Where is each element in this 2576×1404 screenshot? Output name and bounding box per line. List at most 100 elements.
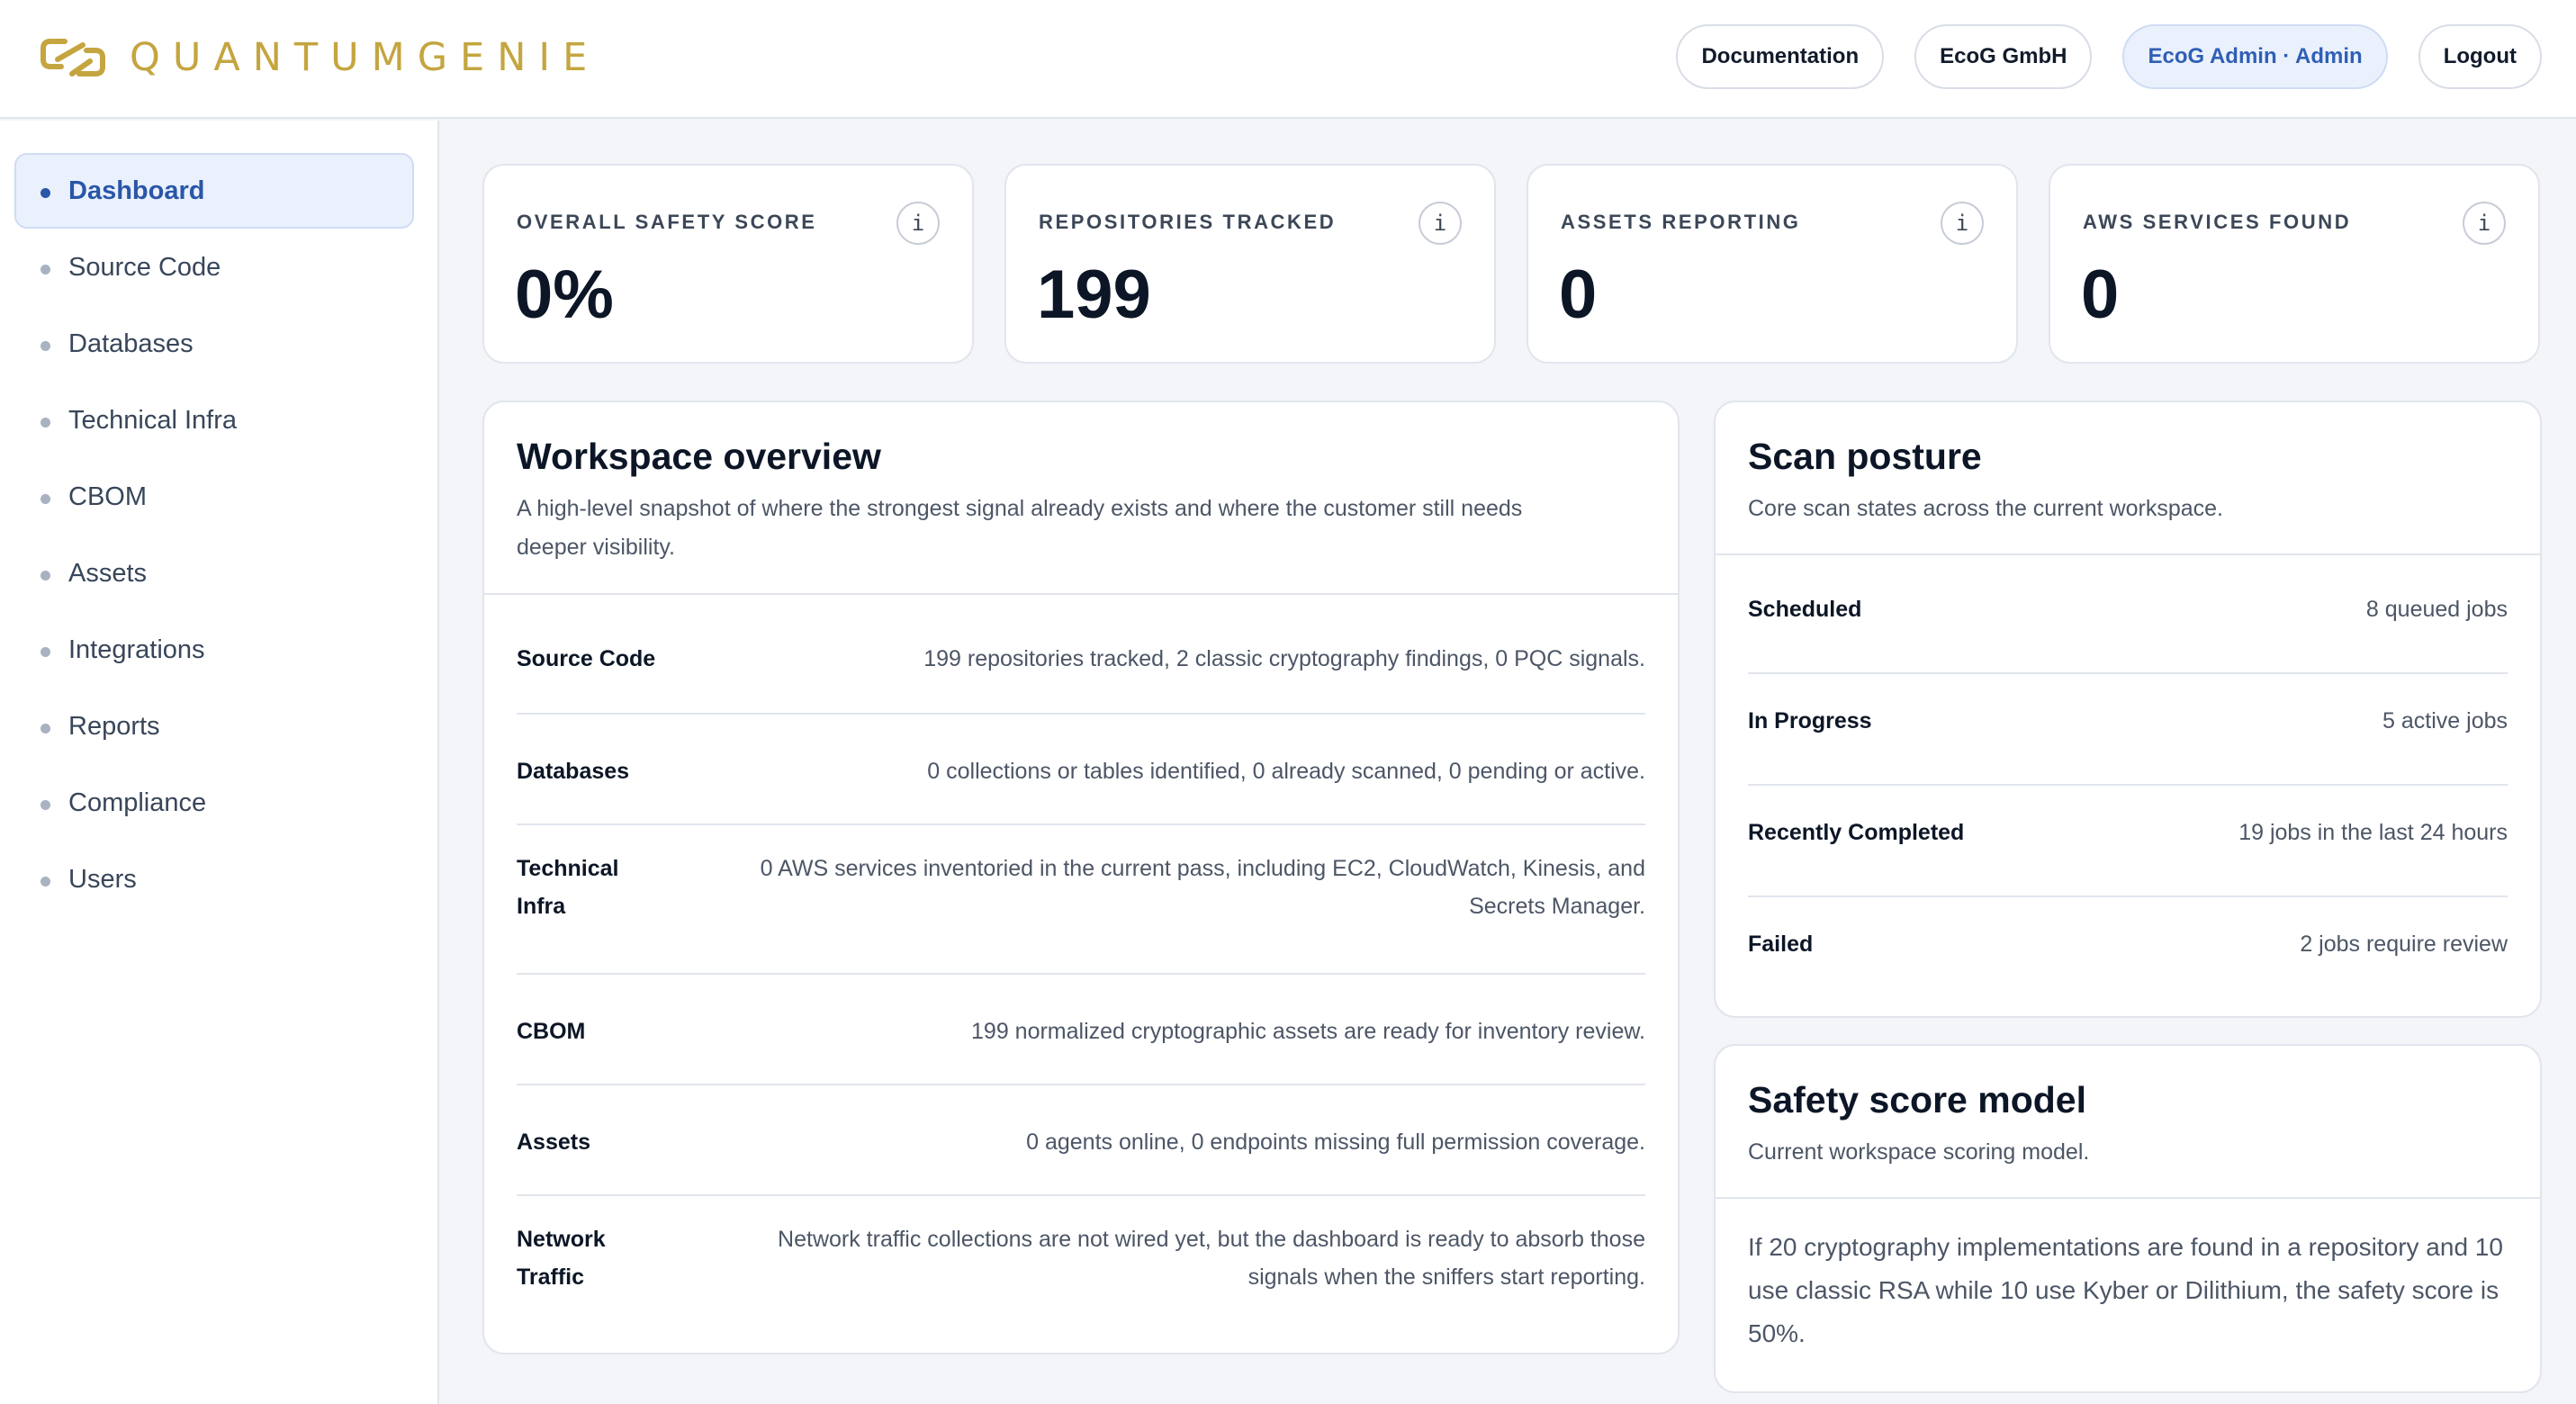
row-value: 5 active jobs	[2382, 708, 2508, 734]
divider	[517, 1084, 1645, 1085]
bullet-icon	[41, 188, 50, 198]
bullet-icon	[41, 724, 50, 734]
stat-value: 0	[1559, 256, 1598, 333]
sidebar-item-label: Assets	[68, 558, 148, 588]
panel-title: Scan posture	[1748, 436, 1982, 477]
scan-posture-panel: Scan posture Core scan states across the…	[1714, 400, 2542, 1018]
panel-subtitle: Core scan states across the current work…	[1748, 496, 2224, 522]
bullet-icon	[41, 265, 50, 274]
stat-card-repositories: REPOSITORIES TRACKED 199 i	[1004, 164, 1496, 364]
sidebar-item-label: Dashboard	[68, 176, 205, 205]
stat-card-aws-services: AWS SERVICES FOUND 0 i	[2049, 164, 2540, 364]
divider	[517, 1194, 1645, 1196]
scoring-model-description: If 20 cryptography implementations are f…	[1748, 1233, 2503, 1347]
documentation-button[interactable]: Documentation	[1676, 24, 1885, 89]
stat-card-safety-score: OVERALL SAFETY SCORE 0% i	[482, 164, 974, 364]
divider	[517, 973, 1645, 975]
bullet-icon	[41, 494, 50, 504]
sidebar: Dashboard Source Code Databases Technica…	[0, 121, 439, 1404]
sidebar-item-label: Databases	[68, 328, 194, 358]
stat-value: 0%	[515, 256, 614, 333]
row-value: 2 jobs require review	[2300, 932, 2508, 957]
row-value: 199 repositories tracked, 2 classic cryp…	[923, 646, 1645, 671]
stat-label: AWS SERVICES FOUND	[2083, 211, 2352, 233]
panel-subtitle: A high-level snapshot of where the stron…	[517, 496, 1523, 561]
row-label: Network Traffic	[517, 1227, 606, 1290]
sidebar-item-label: Integrations	[68, 634, 205, 664]
bullet-icon	[41, 418, 50, 428]
table-row: Databases 0 collections or tables identi…	[517, 740, 1645, 803]
stat-value: 199	[1037, 256, 1151, 333]
table-row: Scheduled 8 queued jobs	[1748, 582, 2508, 636]
bullet-icon	[41, 647, 50, 657]
row-value: 0 agents online, 0 endpoints missing ful…	[1026, 1130, 1645, 1155]
sidebar-item-compliance[interactable]: Compliance	[14, 765, 414, 841]
panel-title: Workspace overview	[517, 436, 881, 477]
sidebar-item-label: Users	[68, 864, 137, 894]
row-value: 8 queued jobs	[2365, 597, 2508, 622]
row-label: In Progress	[1748, 708, 1872, 734]
row-label: Scheduled	[1748, 597, 1862, 622]
panel-subtitle: Current workspace scoring model.	[1748, 1139, 2090, 1166]
sidebar-item-technical-infra[interactable]: Technical Infra	[14, 382, 414, 458]
row-label: Databases	[517, 759, 630, 784]
info-icon[interactable]: i	[1941, 202, 1984, 245]
safety-score-model-panel: Safety score model Current workspace sco…	[1714, 1044, 2542, 1393]
row-value: 0 AWS services inventoried in the curren…	[760, 856, 1645, 919]
row-value: 0 collections or tables identified, 0 al…	[927, 759, 1645, 784]
sidebar-item-users[interactable]: Users	[14, 842, 414, 917]
logout-button[interactable]: Logout	[2418, 24, 2542, 89]
info-icon[interactable]: i	[896, 202, 940, 245]
row-label: Source Code	[517, 646, 656, 671]
table-row: CBOM 199 normalized cryptographic assets…	[517, 1000, 1645, 1063]
table-row: Failed 2 jobs require review	[1748, 917, 2508, 971]
divider	[1748, 672, 2508, 674]
row-label: Recently Completed	[1748, 820, 1965, 845]
divider	[1748, 784, 2508, 786]
row-label: Failed	[1748, 932, 1814, 957]
row-label: Technical Infra	[517, 856, 619, 919]
sidebar-item-databases[interactable]: Databases	[14, 306, 414, 382]
row-label: CBOM	[517, 1019, 586, 1044]
sidebar-item-cbom[interactable]: CBOM	[14, 459, 414, 535]
sidebar-item-dashboard[interactable]: Dashboard	[14, 153, 414, 229]
bullet-icon	[41, 800, 50, 810]
sidebar-item-assets[interactable]: Assets	[14, 536, 414, 611]
sidebar-item-label: Compliance	[68, 788, 207, 817]
sidebar-item-source-code[interactable]: Source Code	[14, 230, 414, 305]
table-row: In Progress 5 active jobs	[1748, 694, 2508, 748]
row-label: Assets	[517, 1130, 590, 1155]
sidebar-item-label: CBOM	[68, 482, 147, 511]
brand-name: QUANTUMGENIE	[130, 35, 600, 80]
divider	[1748, 896, 2508, 897]
panel-title: Safety score model	[1748, 1079, 2086, 1120]
sidebar-item-integrations[interactable]: Integrations	[14, 612, 414, 688]
header-actions: Documentation EcoG GmbH EcoG Admin · Adm…	[1676, 24, 2542, 89]
info-icon[interactable]: i	[1419, 202, 1462, 245]
divider	[517, 824, 1645, 825]
divider	[1716, 1197, 2540, 1199]
brand-logo[interactable]: QUANTUMGENIE	[38, 31, 599, 85]
top-header: QUANTUMGENIE Documentation EcoG GmbH Eco…	[0, 0, 2576, 119]
row-value: Network traffic collections are not wire…	[778, 1227, 1645, 1290]
sidebar-item-reports[interactable]: Reports	[14, 688, 414, 764]
workspace-overview-panel: Workspace overview A high-level snapshot…	[482, 400, 1680, 1354]
user-account-button[interactable]: EcoG Admin · Admin	[2122, 24, 2388, 89]
table-row: Recently Completed 19 jobs in the last 2…	[1748, 806, 2508, 860]
sidebar-item-label: Source Code	[68, 252, 221, 282]
bullet-icon	[41, 341, 50, 351]
table-row: Source Code 199 repositories tracked, 2 …	[517, 627, 1645, 690]
row-value: 199 normalized cryptographic assets are …	[971, 1019, 1645, 1044]
stat-card-assets-reporting: ASSETS REPORTING 0 i	[1527, 164, 2018, 364]
sidebar-nav: Dashboard Source Code Databases Technica…	[0, 121, 437, 917]
table-row: Network Traffic Network traffic collecti…	[517, 1218, 1645, 1299]
stat-value: 0	[2081, 256, 2120, 333]
info-icon[interactable]: i	[2463, 202, 2506, 245]
row-value: 19 jobs in the last 24 hours	[2238, 820, 2508, 845]
bullet-icon	[41, 571, 50, 580]
organization-button[interactable]: EcoG GmbH	[1914, 24, 2093, 89]
bullet-icon	[41, 877, 50, 886]
stat-label: ASSETS REPORTING	[1561, 211, 1801, 233]
sidebar-item-label: Reports	[68, 711, 160, 741]
table-row: Technical Infra 0 AWS services inventori…	[517, 847, 1645, 928]
